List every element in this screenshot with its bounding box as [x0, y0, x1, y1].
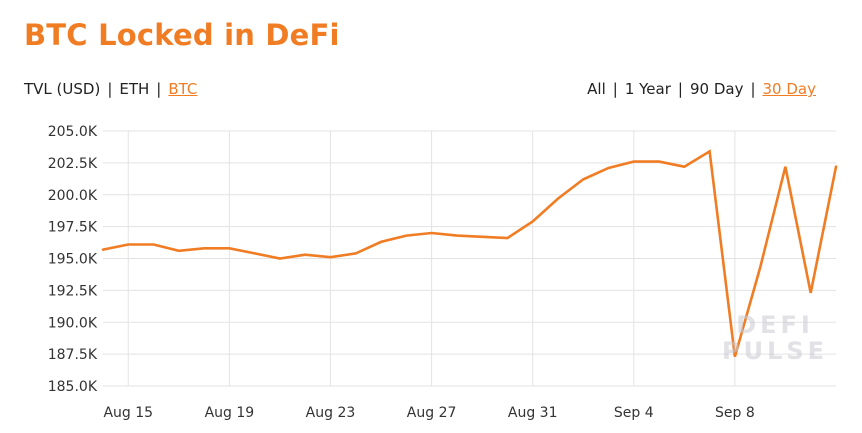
- unit-option-btc[interactable]: BTC: [168, 80, 198, 98]
- watermark-line-2: PULSE: [722, 337, 829, 365]
- line-chart: 185.0K 187.5K 190.0K 192.5K 195.0K 197.5K 200.…: [48, 124, 838, 421]
- y-tick-label: 205.0K: [48, 124, 98, 140]
- y-tick-label: 200.0K: [48, 188, 98, 204]
- range-option-all[interactable]: All: [587, 80, 606, 98]
- x-tick-label: Aug 27: [407, 405, 457, 421]
- unit-option-eth[interactable]: ETH: [119, 80, 150, 98]
- watermark-line-1: DEFI: [736, 311, 814, 339]
- y-tick-label: 195.0K: [48, 252, 98, 268]
- y-tick-label: 197.5K: [48, 220, 98, 236]
- x-tick-label: Aug 15: [103, 405, 153, 421]
- page-title: BTC Locked in DeFi: [24, 18, 340, 52]
- y-tick-label: 185.0K: [48, 379, 98, 395]
- series-line: [101, 149, 838, 358]
- grid: [103, 130, 836, 387]
- unit-option-tvl-usd[interactable]: TVL (USD): [24, 80, 101, 98]
- x-tick-label: Aug 23: [306, 405, 356, 421]
- range-toggle: All | 1 Year | 90 Day | 30 Day: [587, 80, 816, 98]
- x-tick-label: Sep 4: [614, 405, 654, 421]
- x-axis: Aug 15 Aug 19 Aug 23 Aug 27 Aug 31 Sep 4 Sep 8: [103, 405, 754, 421]
- unit-toggle: TVL (USD) | ETH | BTC: [24, 80, 197, 98]
- y-axis: 185.0K 187.5K 190.0K 192.5K 195.0K 197.5K 200.…: [48, 124, 98, 395]
- range-option-90-day[interactable]: 90 Day: [689, 80, 744, 98]
- x-tick-label: Aug 19: [205, 405, 255, 421]
- y-tick-label: 187.5K: [48, 347, 98, 363]
- y-tick-label: 202.5K: [48, 156, 98, 172]
- x-tick-label: Sep 8: [715, 405, 755, 421]
- x-tick-label: Aug 31: [508, 405, 558, 421]
- separator: |: [677, 80, 683, 98]
- range-option-30-day[interactable]: 30 Day: [762, 80, 816, 98]
- separator: |: [107, 80, 113, 98]
- y-tick-label: 192.5K: [48, 283, 98, 299]
- y-tick-label: 190.0K: [48, 315, 98, 331]
- separator: |: [156, 80, 162, 98]
- series-layer: [101, 149, 838, 358]
- defi-pulse-watermark: DEFI PULSE: [722, 312, 828, 364]
- range-option-1-year[interactable]: 1 Year: [624, 80, 671, 98]
- separator: |: [612, 80, 618, 98]
- separator: |: [750, 80, 756, 98]
